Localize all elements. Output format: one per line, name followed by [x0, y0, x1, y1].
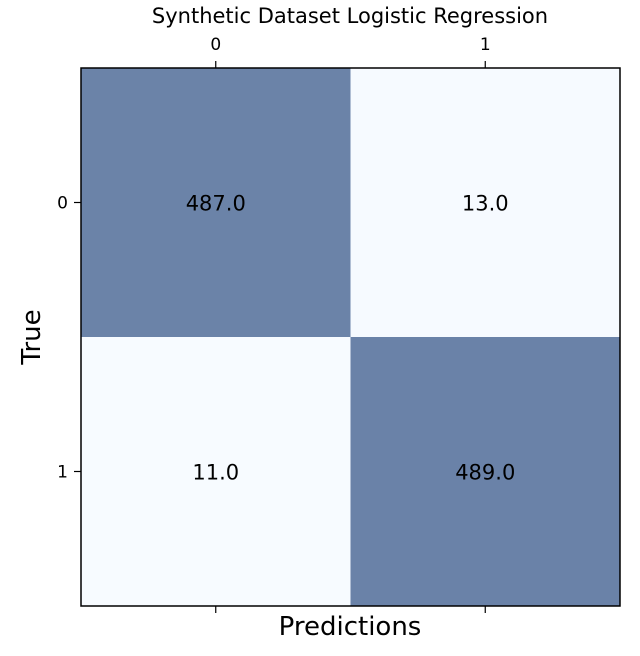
- x-axis-label: Predictions: [279, 612, 422, 642]
- chart-title: Synthetic Dataset Logistic Regression: [152, 4, 548, 28]
- heatmap-cells: [81, 68, 620, 606]
- cell-value-labels: 487.0 13.0 11.0 489.0: [186, 192, 516, 485]
- plot-frame: [80, 67, 621, 607]
- y-tick-label-1: 1: [57, 463, 68, 483]
- heatmap-cell-0-0: [81, 68, 351, 337]
- heatmap-cell-0-1: [350, 68, 620, 337]
- y-axis-label: True: [17, 309, 47, 365]
- heatmap-cell-1-0: [81, 337, 351, 606]
- y-axis-ticks: 01: [57, 194, 81, 483]
- x-tick-label-1: 1: [480, 35, 491, 55]
- cell-value-label-0-0: 487.0: [186, 192, 246, 216]
- cell-value-label-0-1: 13.0: [462, 192, 509, 216]
- y-tick-label-0: 0: [57, 194, 68, 214]
- cell-value-label-1-0: 11.0: [192, 461, 239, 485]
- cell-value-label-1-1: 489.0: [455, 461, 515, 485]
- heatmap-cell-1-1: [350, 337, 620, 606]
- x-tick-label-0: 0: [210, 35, 221, 55]
